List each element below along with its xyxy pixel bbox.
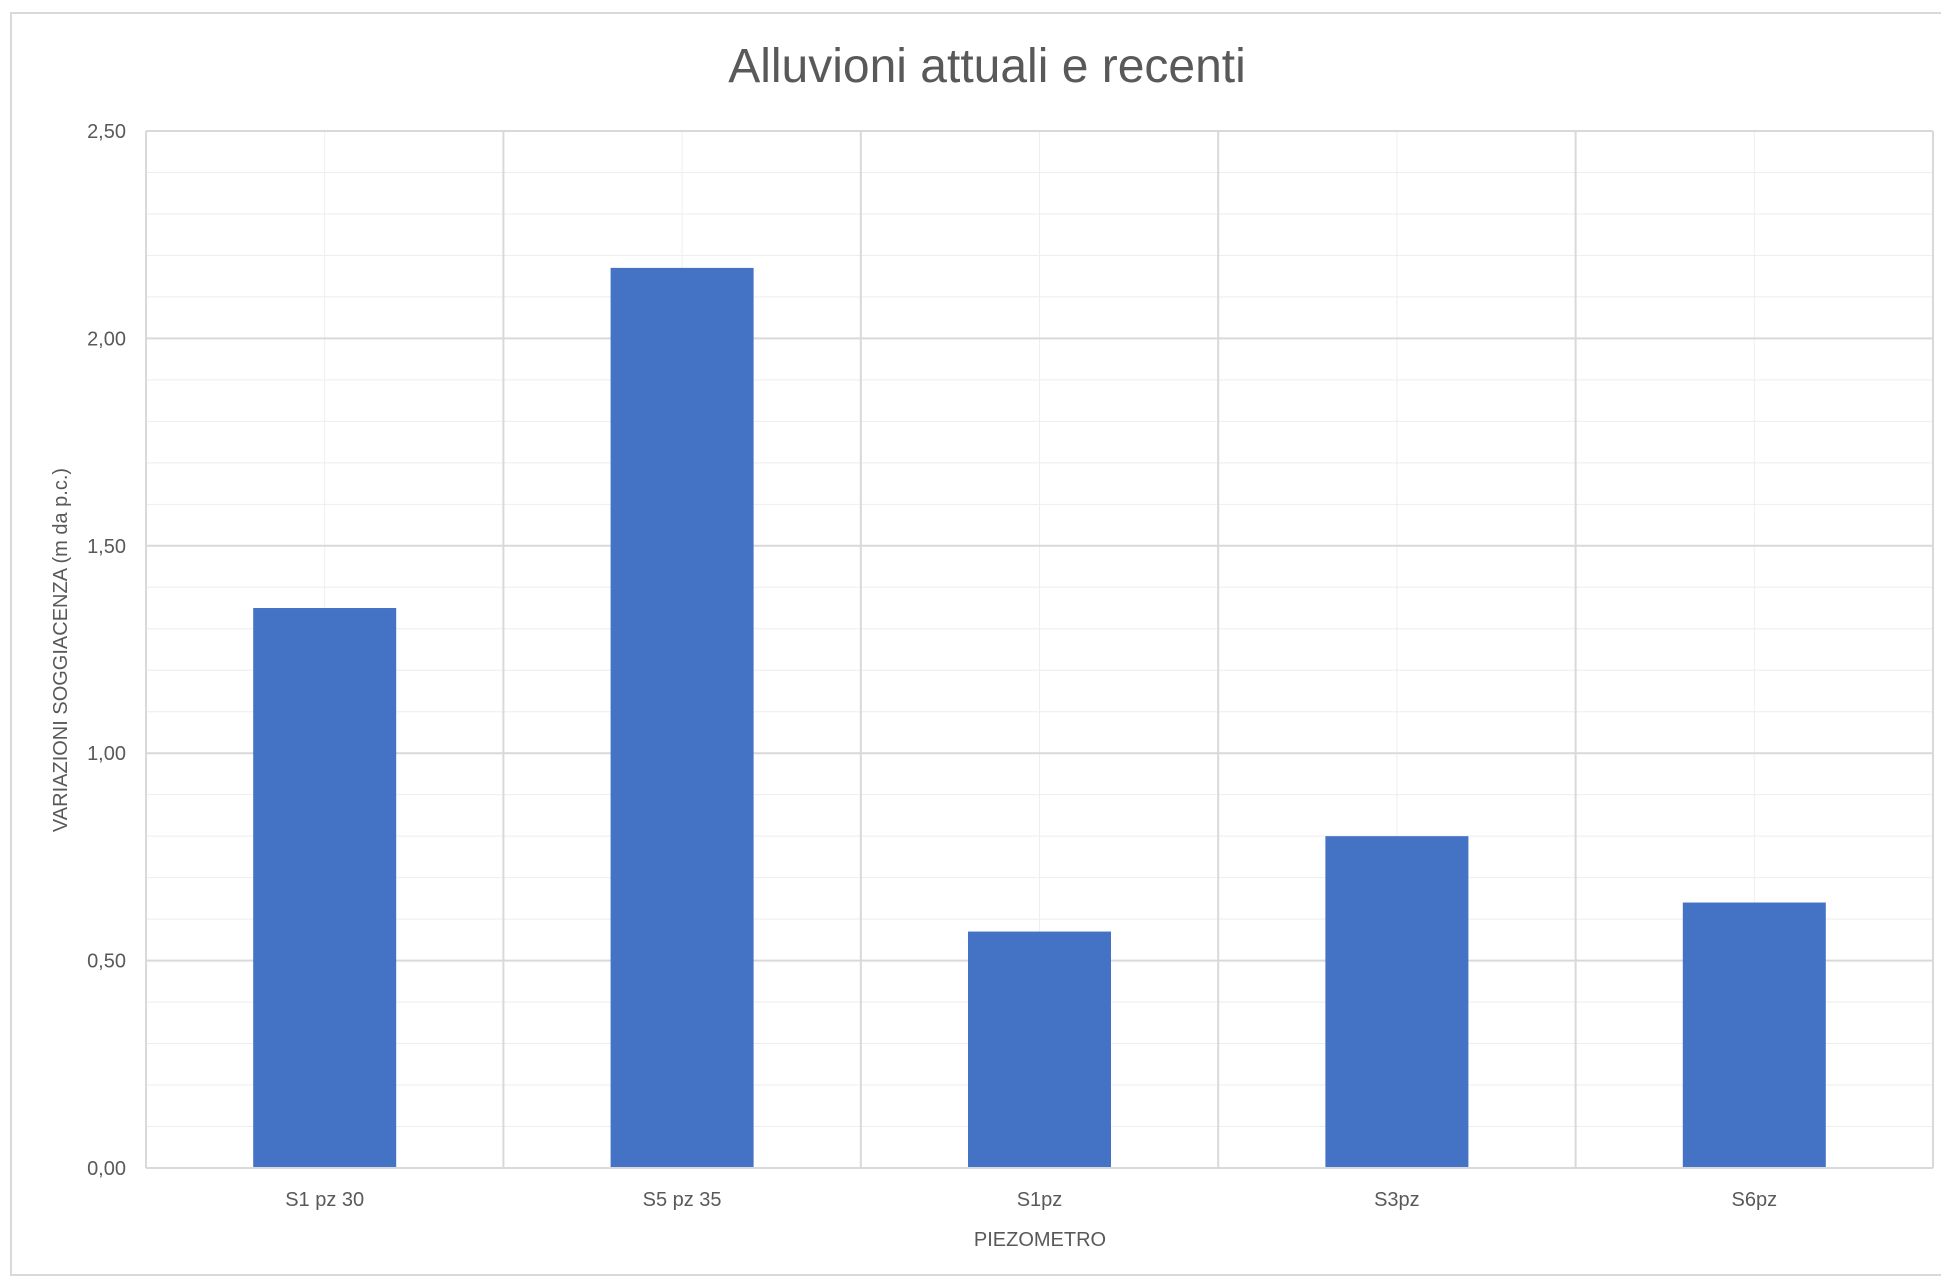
bar: [1682, 902, 1826, 1168]
y-tick-label: 0,00: [87, 1158, 126, 1180]
x-axis-title: PIEZOMETRO: [974, 1229, 1106, 1251]
x-tick-label: S1 pz 30: [285, 1189, 364, 1211]
bar: [610, 267, 754, 1168]
y-tick-label: 2,50: [87, 121, 126, 143]
bar: [1325, 836, 1469, 1168]
y-tick-label: 2,00: [87, 328, 126, 350]
x-tick-label: S3pz: [1374, 1189, 1420, 1211]
y-tick-label: 1,50: [87, 536, 126, 558]
bars: [253, 267, 1826, 1168]
labels: 0,00 0,50 1,00 1,50 2,00 2,50 S1 pz 30 S5 pz 35…: [87, 121, 1777, 1211]
bar: [968, 931, 1111, 1168]
x-tick-label: S1pz: [1017, 1189, 1063, 1211]
chart-title: Alluvioni attuali e recenti: [728, 40, 1246, 93]
y-tick-label: 0,50: [87, 951, 126, 973]
x-tick-label: S6pz: [1732, 1189, 1778, 1211]
y-tick-label: 1,00: [87, 743, 126, 765]
y-axis-title: VARIAZIONI SOGGIACENZA (m da p.c.): [50, 468, 72, 832]
bar: [253, 608, 397, 1168]
x-tick-label: S5 pz 35: [643, 1189, 722, 1211]
